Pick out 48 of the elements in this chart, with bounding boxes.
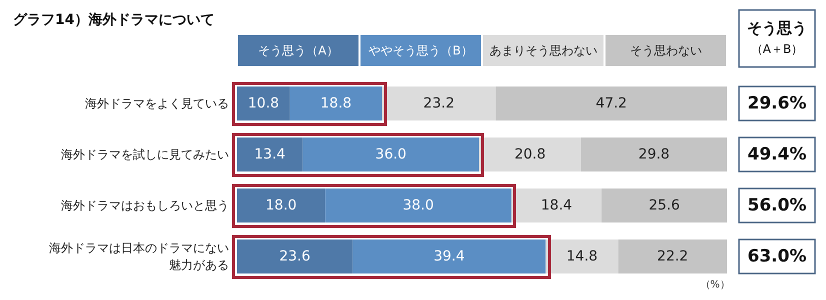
text: 49.4%	[748, 144, 806, 164]
text: 56.0%	[748, 196, 806, 216]
data-label: 29.8	[638, 146, 670, 162]
bar	[302, 138, 480, 172]
data-label: 47.2	[596, 96, 627, 112]
data-label: 23.2	[423, 96, 454, 112]
text: （A＋B）	[750, 42, 804, 56]
data-label: 20.8	[514, 146, 546, 162]
bar	[546, 240, 618, 274]
data-label: 36.0	[375, 146, 406, 162]
y-tick-label: 海外ドラマを試しに見てみたい	[61, 148, 229, 162]
bar	[237, 188, 326, 222]
bar	[237, 86, 290, 120]
bar	[580, 138, 727, 172]
data-label: 18.8	[320, 96, 352, 112]
bar	[479, 138, 581, 172]
text: 63.0%	[748, 246, 806, 266]
text: そう思わない	[630, 44, 702, 58]
y-tick-label: 海外ドラマをよく見ている	[85, 96, 229, 110]
bar	[237, 240, 353, 274]
y-tick-label: 海外ドラマはおもしろいと思う	[61, 198, 229, 212]
text: ややそう思う（B）	[368, 44, 473, 58]
bar	[602, 188, 727, 222]
data-label: 25.6	[648, 198, 680, 214]
y-tick-label: 海外ドラマは日本のドラマにない魅力がある	[49, 241, 229, 272]
data-label: 38.0	[402, 198, 434, 214]
bar	[352, 240, 546, 274]
bar	[496, 86, 727, 120]
data-label: 39.4	[434, 248, 465, 264]
bar	[511, 188, 602, 222]
text: そう思う（A）	[258, 44, 338, 58]
bar	[382, 86, 496, 120]
data-label: 23.6	[279, 248, 310, 264]
bar	[237, 138, 303, 172]
data-label: 18.4	[540, 198, 572, 214]
data-label: 18.0	[266, 198, 297, 214]
text: そう思う	[747, 19, 807, 37]
data-label: 22.2	[657, 248, 688, 264]
text: あまりそう思わない	[489, 44, 598, 58]
data-label: 13.4	[254, 146, 286, 162]
data-label: 14.8	[566, 248, 598, 264]
text: グラフ14）海外ドラマについて	[13, 12, 214, 28]
bar	[618, 240, 727, 274]
bar	[290, 86, 382, 120]
bar	[325, 188, 512, 222]
data-label: 10.8	[248, 96, 280, 112]
annotation: （%）	[700, 280, 730, 290]
text: 29.6%	[748, 94, 806, 114]
